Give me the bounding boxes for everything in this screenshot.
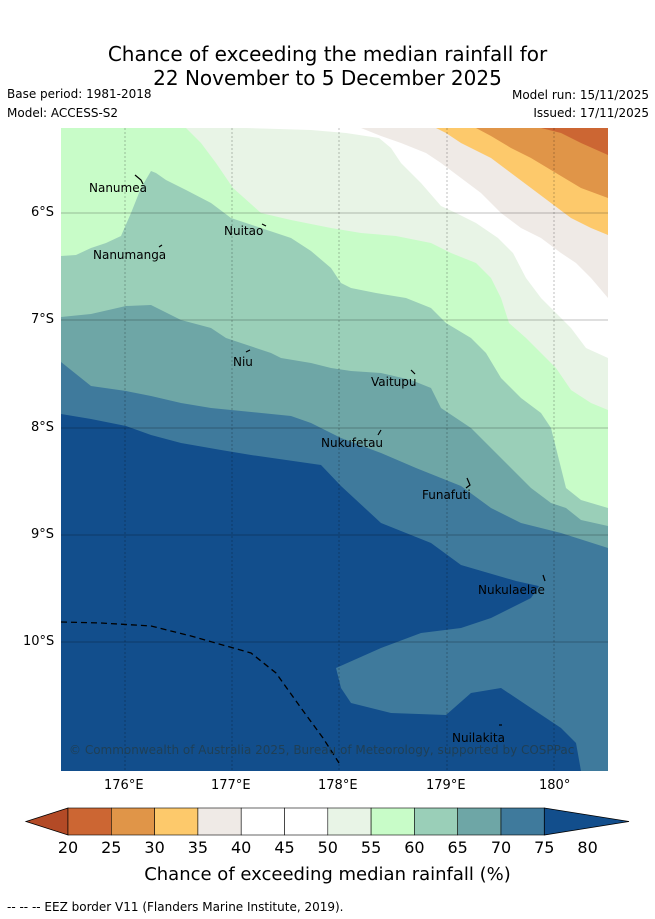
colorbar-segment <box>240 807 285 836</box>
colorbar-tick-label: 50 <box>317 838 338 857</box>
lon-tick-label: 179°E <box>426 778 466 793</box>
colorbar-tick-label: 80 <box>577 838 598 857</box>
model-name: Model: ACCESS-S2 <box>7 106 119 120</box>
lon-tick-label: 177°E <box>211 778 251 793</box>
colorbar-segment <box>67 807 112 836</box>
colorbar-tick-label: 65 <box>447 838 468 857</box>
lat-tick-label: 10°S <box>23 634 55 649</box>
place-label: Nanumanga <box>93 248 167 262</box>
map-title-line1: Chance of exceeding the median rainfall … <box>107 42 548 66</box>
lat-tick-label: 6°S <box>31 205 55 220</box>
place-label: Vaitupu <box>371 375 417 389</box>
island-nuitao <box>261 223 267 227</box>
band-25-30 <box>541 128 608 155</box>
colorbar-tick-label: 40 <box>231 838 252 857</box>
colorbar-segment <box>197 807 242 836</box>
colorbar-tick-label: 70 <box>490 838 512 857</box>
island-niu <box>245 349 251 353</box>
colorbar-title: Chance of exceeding median rainfall (%) <box>144 864 511 885</box>
place-label: Nuilakita <box>452 731 505 745</box>
colorbar-segment <box>457 807 502 836</box>
colorbar-tick-label: 75 <box>534 838 555 857</box>
island-nukulaelae <box>542 574 546 582</box>
band-75-80-south <box>336 583 608 771</box>
place-label: Nuitao <box>224 224 264 238</box>
colorbar-tick-label: 35 <box>187 838 209 857</box>
colorbar-segment <box>370 807 415 836</box>
colorbar-tick-label: 20 <box>57 838 79 857</box>
islands <box>134 174 546 726</box>
lon-tick-label: 178°E <box>318 778 358 793</box>
colorbar-segment <box>414 807 458 836</box>
map-title-line2: 22 November to 5 December 2025 <box>153 66 502 90</box>
place-label: Funafuti <box>422 488 471 502</box>
issued-date: Issued: 17/11/2025 <box>533 106 649 120</box>
model-run: Model run: 15/11/2025 <box>511 88 649 102</box>
colorbar-extend-high <box>543 807 630 836</box>
colorbar-segment <box>284 807 329 836</box>
lat-tick-label: 7°S <box>31 312 55 327</box>
base-period: Base period: 1981-2018 <box>7 87 152 101</box>
band-30-35 <box>476 128 608 198</box>
rainfall-map <box>61 128 608 771</box>
island-nanumea <box>134 174 144 185</box>
place-label: Nanumea <box>89 181 147 195</box>
colorbar-segment <box>327 807 372 836</box>
island-nanumanga <box>158 244 163 248</box>
copyright-notice: © Commonwealth of Australia 2025, Bureau… <box>69 743 575 757</box>
island-funafuti <box>465 477 471 489</box>
island-vaitupu <box>410 369 416 375</box>
colorbar <box>24 807 630 836</box>
lon-tick-label: 180° <box>539 778 571 793</box>
eez-footnote: -- -- -- EEZ border V11 (Flanders Marine… <box>7 900 344 914</box>
island-nukufetau <box>377 429 382 436</box>
lat-tick-label: 9°S <box>31 527 55 542</box>
colorbar-segment <box>111 807 155 836</box>
colorbar-segment <box>500 807 545 836</box>
colorbar-tick-label: 30 <box>144 838 165 857</box>
lat-tick-label: 8°S <box>31 420 55 435</box>
colorbar-tick-label: 45 <box>274 838 295 857</box>
place-label: Niu <box>233 355 253 369</box>
eez-border <box>61 621 340 764</box>
colorbar-extend-low <box>24 807 69 836</box>
colorbar-segment <box>154 807 199 836</box>
colorbar-tick-label: 25 <box>101 838 122 857</box>
place-label: Nukufetau <box>321 436 384 450</box>
graticule <box>61 128 608 771</box>
colorbar-tick-label: 55 <box>360 838 382 857</box>
colorbar-tick-label: 60 <box>404 838 425 857</box>
lon-tick-label: 176°E <box>104 778 144 793</box>
place-label: Nukulaelae <box>478 583 545 597</box>
